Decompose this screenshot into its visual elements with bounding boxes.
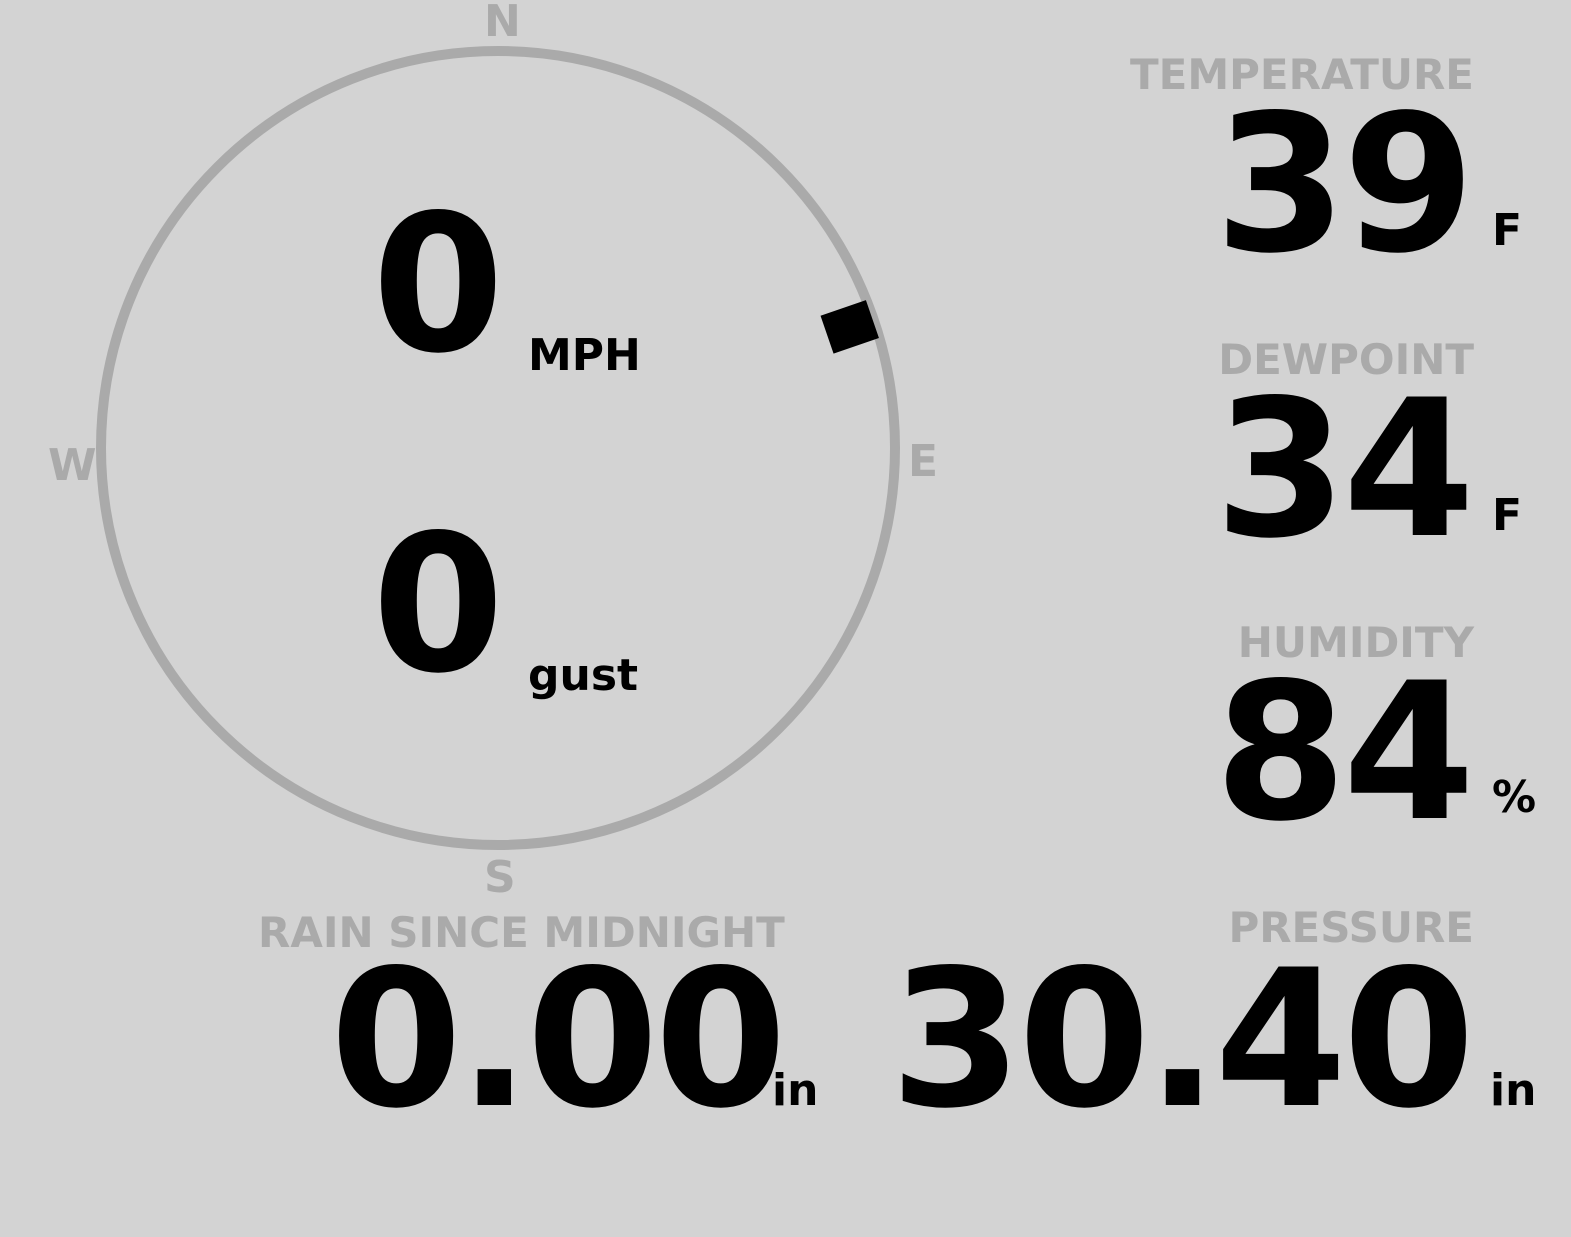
dewpoint-unit: F bbox=[1492, 490, 1523, 541]
humidity-value: 84 bbox=[1214, 642, 1475, 863]
compass-n: N bbox=[484, 0, 521, 47]
pressure-value: 30.40 bbox=[890, 929, 1475, 1150]
rain-unit: in bbox=[772, 1065, 819, 1116]
dewpoint-value: 34 bbox=[1214, 359, 1475, 580]
wind-gust-unit: gust bbox=[528, 650, 639, 701]
pressure-unit: in bbox=[1490, 1065, 1537, 1116]
compass-s: S bbox=[484, 852, 516, 903]
temperature-value: 39 bbox=[1214, 74, 1475, 295]
humidity-label: HUMIDITY bbox=[1237, 618, 1474, 667]
wind-speed-value: 0 bbox=[372, 174, 504, 395]
wind-speed-unit: MPH bbox=[528, 330, 641, 381]
rain-label: RAIN SINCE MIDNIGHT bbox=[258, 908, 785, 957]
temperature-unit: F bbox=[1492, 205, 1523, 256]
dewpoint-label: DEWPOINT bbox=[1218, 335, 1474, 384]
humidity-unit: % bbox=[1492, 772, 1537, 823]
wind-gust-value: 0 bbox=[372, 494, 504, 715]
wind-direction-marker bbox=[820, 300, 879, 354]
compass-w: W bbox=[48, 440, 97, 491]
compass-e: E bbox=[908, 436, 939, 487]
rain-value: 0.00 bbox=[330, 929, 787, 1150]
pressure-label: PRESSURE bbox=[1228, 903, 1474, 952]
temperature-label: TEMPERATURE bbox=[1130, 50, 1474, 99]
compass-ring bbox=[96, 46, 900, 850]
